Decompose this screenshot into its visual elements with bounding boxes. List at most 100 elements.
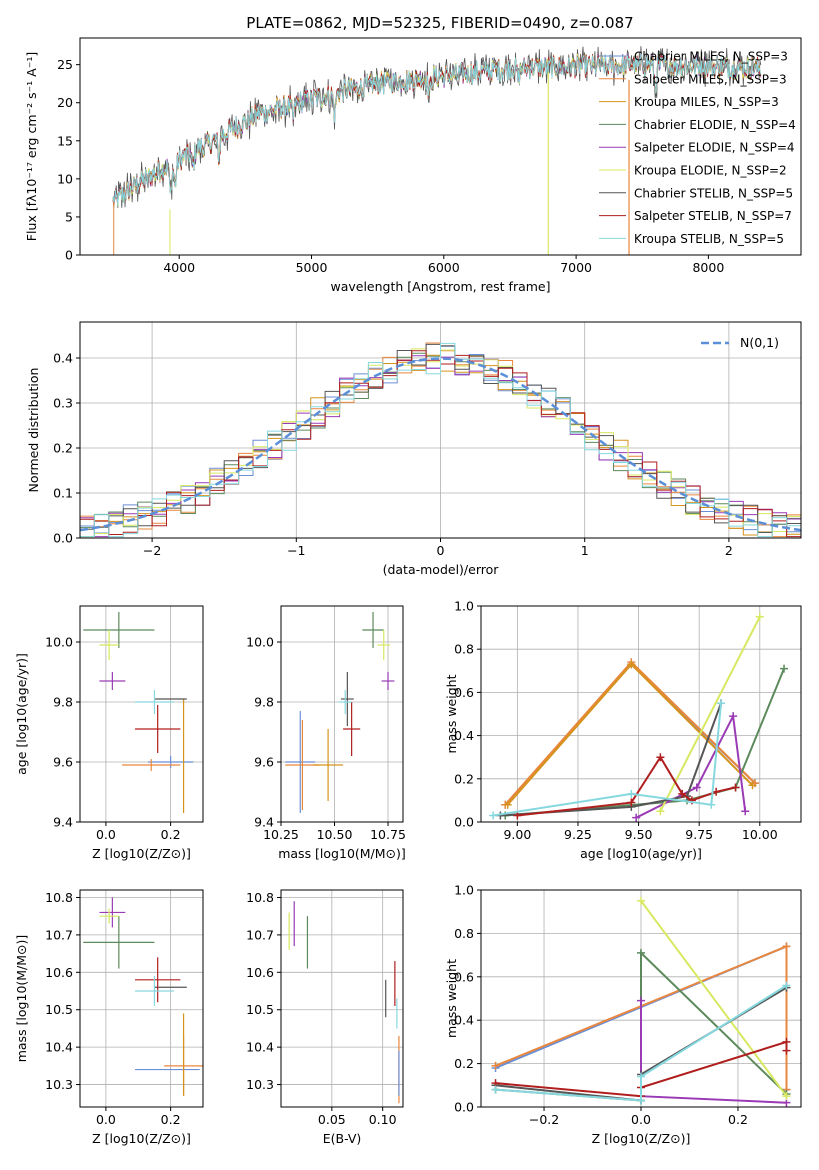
weight-marker <box>780 664 789 673</box>
y-tick-label: 0.0 <box>53 531 73 546</box>
panel-spectrum: Chabrier MILES, N_SSP=3 Salpeter MILES, N… <box>24 37 802 294</box>
x-tick-label: −1 <box>287 543 305 558</box>
plot-area <box>112 46 762 255</box>
y-axis-label: mass weight <box>444 959 459 1038</box>
weight-marker <box>741 807 750 816</box>
legend-label: Salpeter MILES, N_SSP=3 <box>634 72 787 86</box>
data-point <box>285 711 316 813</box>
weight-marker <box>489 811 498 820</box>
weight-marker <box>782 942 791 951</box>
plot-area <box>489 612 789 822</box>
data-point <box>381 672 395 690</box>
data-point <box>147 756 194 768</box>
y-tick-label: 10.5 <box>45 1002 73 1017</box>
y-tick-label: 1.0 <box>454 883 474 898</box>
plot-area <box>83 612 194 813</box>
weight-marker <box>692 783 701 792</box>
weight-marker <box>637 996 645 1005</box>
panel-mass_vs_Z: 0.0 0.2 10.3 10.4 10.5 10.6 10.7 10.8 Z [log10(Z… <box>14 889 204 1146</box>
weight-marker <box>656 753 665 762</box>
weight-line <box>640 1000 787 1104</box>
legend: N(0,1) <box>701 335 779 350</box>
plot-area <box>83 897 203 1096</box>
y-tick-label: 0.4 <box>454 1013 474 1028</box>
y-tick-label: 0.6 <box>454 969 474 984</box>
x-tick-label: 0.2 <box>161 1112 181 1127</box>
x-tick-label: 10.50 <box>317 827 353 842</box>
y-axis-label: age [log10(age/yr)] <box>14 653 29 775</box>
y-tick-label: 0.8 <box>454 926 474 941</box>
data-point <box>313 729 344 801</box>
x-tick-label: 0.0 <box>96 827 116 842</box>
weight-marker <box>755 612 764 621</box>
legend-label: Chabrier MILES, N_SSP=3 <box>634 50 788 64</box>
y-tick-label: 10 <box>57 171 73 186</box>
x-tick-label: 7000 <box>560 260 592 275</box>
x-tick-label: 0.2 <box>728 1112 748 1127</box>
x-tick-label: 10.75 <box>370 827 406 842</box>
x-tick-label: 2 <box>725 543 733 558</box>
weight-marker <box>503 800 512 809</box>
y-tick-label: 0 <box>65 248 73 263</box>
data-point <box>343 702 361 756</box>
y-axis-label: mass [log10(M/M⊙)] <box>14 935 29 1063</box>
weight-marker <box>782 1092 791 1101</box>
weight-marker <box>632 813 641 822</box>
x-tick-label: 0.05 <box>318 1112 346 1127</box>
y-tick-label: 25 <box>57 57 73 72</box>
x-axis-label: mass [log10(M/M⊙)] <box>278 846 406 861</box>
x-tick-label: −0.2 <box>529 1112 559 1127</box>
weight-marker <box>491 1061 500 1070</box>
weight-marker <box>627 798 636 807</box>
data-point <box>99 897 126 928</box>
legend-label: Salpeter STELIB, N_SSP=7 <box>634 209 792 223</box>
plot-area <box>491 896 791 1107</box>
y-tick-label: 9.4 <box>53 815 73 830</box>
y-tick-label: 9.4 <box>254 815 274 830</box>
legend: Chabrier MILES, N_SSP=3 Salpeter MILES, N… <box>599 50 796 246</box>
y-tick-label: 0.2 <box>454 1056 474 1071</box>
data-point <box>135 976 174 1006</box>
x-tick-label: 0.0 <box>631 1112 651 1127</box>
weight-line <box>659 616 761 812</box>
y-tick-label: 0.2 <box>454 771 474 786</box>
normal-curve <box>80 357 801 532</box>
figure-title: PLATE=0862, MJD=52325, FIBERID=0490, z=0… <box>246 14 633 32</box>
spectrum-line <box>112 54 762 207</box>
y-tick-label: 0.0 <box>454 815 474 830</box>
legend-label: Chabrier STELIB, N_SSP=5 <box>634 186 793 200</box>
x-tick-label: 8000 <box>692 260 724 275</box>
panel-mass_vs_ebv: 0.05 0.10 10.3 10.4 10.5 10.6 10.7 10.8 E(B-V) <box>246 889 404 1146</box>
weight-marker <box>637 1072 645 1081</box>
y-tick-label: 9.8 <box>53 695 73 710</box>
panel-age_vs_Z: 0.0 0.2 9.4 9.6 9.8 10.0 Z [log10(Z/Z⊙)] age [l… <box>14 605 204 861</box>
legend-label: N(0,1) <box>740 335 779 350</box>
data-point <box>135 705 181 753</box>
y-tick-label: 0.2 <box>53 441 73 456</box>
y-tick-label: 0.3 <box>53 396 73 411</box>
y-tick-label: 10.6 <box>246 965 274 980</box>
y-tick-label: 0.4 <box>53 351 73 366</box>
panel-weight_vs_Z: −0.2 0.0 0.2 0.0 0.2 0.4 0.6 0.8 1.0 Z [log10(Z/Z… <box>444 883 802 1146</box>
x-tick-label: 10.00 <box>742 827 778 842</box>
y-tick-label: 10.7 <box>246 927 274 942</box>
weight-marker <box>782 1046 791 1055</box>
data-point <box>338 690 352 714</box>
data-point <box>83 612 155 648</box>
y-tick-label: 10.3 <box>246 1077 274 1092</box>
x-tick-label: 9.25 <box>564 827 592 842</box>
x-tick-label: 4000 <box>163 260 195 275</box>
axes-frame <box>280 889 404 1108</box>
weight-line <box>506 662 754 806</box>
weight-marker <box>627 660 636 669</box>
x-axis-label: Z [log10(Z/Z⊙)] <box>592 1131 691 1146</box>
weight-marker <box>678 789 687 798</box>
weight-marker <box>748 781 757 790</box>
y-tick-label: 10.0 <box>45 635 73 650</box>
axes-frame <box>79 37 802 256</box>
x-axis-label: wavelength [Angstrom, rest frame] <box>330 279 550 294</box>
y-tick-label: 0.4 <box>454 728 474 743</box>
y-tick-label: 10.3 <box>45 1077 73 1092</box>
y-tick-label: 0.6 <box>454 685 474 700</box>
